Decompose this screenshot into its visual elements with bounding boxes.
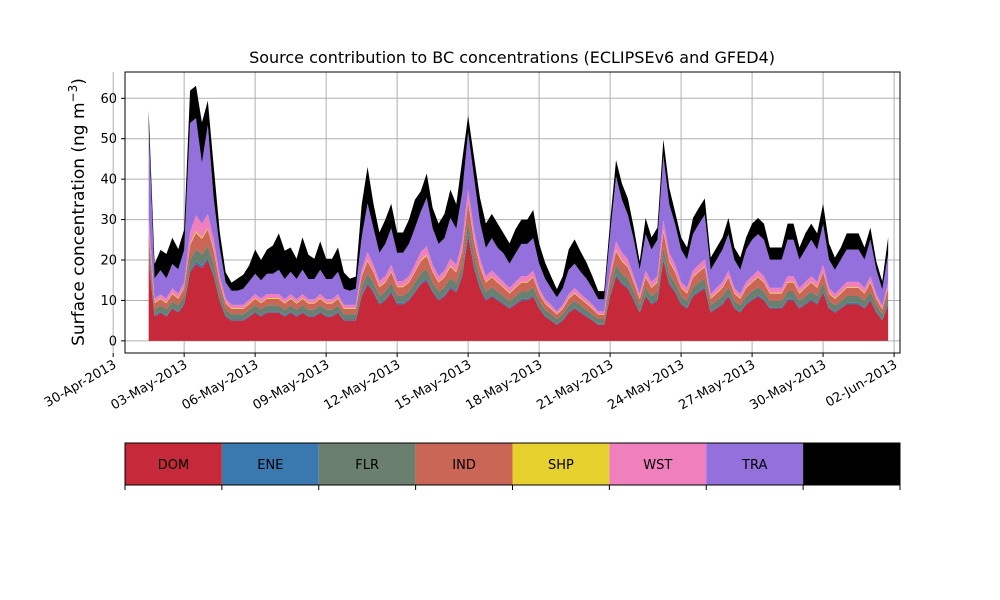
legend-frame [124, 442, 901, 486]
legend-swatch-wst [609, 443, 707, 485]
x-tick-label: 02-Jun-2013 [823, 357, 900, 410]
legend-swatch-ind [415, 443, 513, 485]
legend-swatch-bb [803, 443, 900, 485]
y-tick-label: 30 [100, 213, 117, 228]
legend-swatch-ene [221, 443, 319, 485]
series-area-dom [148, 235, 889, 341]
legend-label-dom: DOM [158, 458, 189, 473]
legend-label-bb: BB [843, 458, 861, 473]
legend-label-tra: TRA [741, 458, 767, 473]
y-tick-label: 40 [100, 173, 117, 188]
plot-frame [124, 71, 901, 354]
y-axis-label: Surface concentration (ng m−3) [66, 78, 89, 346]
x-tick-label: 15-May-2013 [392, 357, 474, 413]
y-axis-label-exponent: −3 [66, 85, 80, 103]
legend-colorbar: DOM ENE FLR IND SHP WST TRA BB [124, 442, 901, 490]
x-tick-label: 12-May-2013 [321, 357, 403, 413]
y-tick-label: 0 [109, 334, 117, 349]
x-axis: 30-Apr-201303-May-201306-May-201309-May-… [42, 353, 900, 413]
y-axis-label-end: ) [69, 78, 89, 85]
x-tick-label: 21-May-2013 [534, 357, 616, 413]
legend-swatch-flr [318, 443, 416, 485]
y-axis: 0 10 20 30 40 50 60 [100, 92, 125, 349]
y-axis-label-main: Surface concentration (ng m [69, 102, 89, 345]
legend-swatch-dom [125, 443, 222, 485]
legend-label-flr: FLR [355, 458, 379, 473]
y-tick-label: 10 [100, 294, 117, 309]
legend-label-ind: IND [452, 458, 476, 473]
x-tick-label: 27-May-2013 [676, 357, 758, 413]
x-tick-label: 30-May-2013 [747, 357, 829, 413]
x-tick-label: 30-Apr-2013 [42, 357, 119, 410]
chart-title: Source contribution to BC concentrations… [249, 48, 775, 67]
legend-label-wst: WST [643, 458, 672, 473]
x-tick-label: 03-May-2013 [108, 357, 190, 413]
x-tick-label: 18-May-2013 [463, 357, 545, 413]
legend-label-ene: ENE [257, 458, 283, 473]
x-tick-label: 09-May-2013 [250, 357, 332, 413]
x-tick-label: 06-May-2013 [179, 357, 261, 413]
legend-swatch-tra [706, 443, 804, 485]
y-tick-label: 50 [100, 132, 117, 147]
legend-label-shp: SHP [548, 458, 574, 473]
x-tick-label: 24-May-2013 [605, 357, 687, 413]
series-area-tra [148, 118, 889, 312]
legend-swatch-shp [512, 443, 610, 485]
y-tick-label: 20 [100, 254, 117, 269]
stacked-areas [148, 85, 889, 341]
y-tick-label: 60 [100, 92, 117, 107]
